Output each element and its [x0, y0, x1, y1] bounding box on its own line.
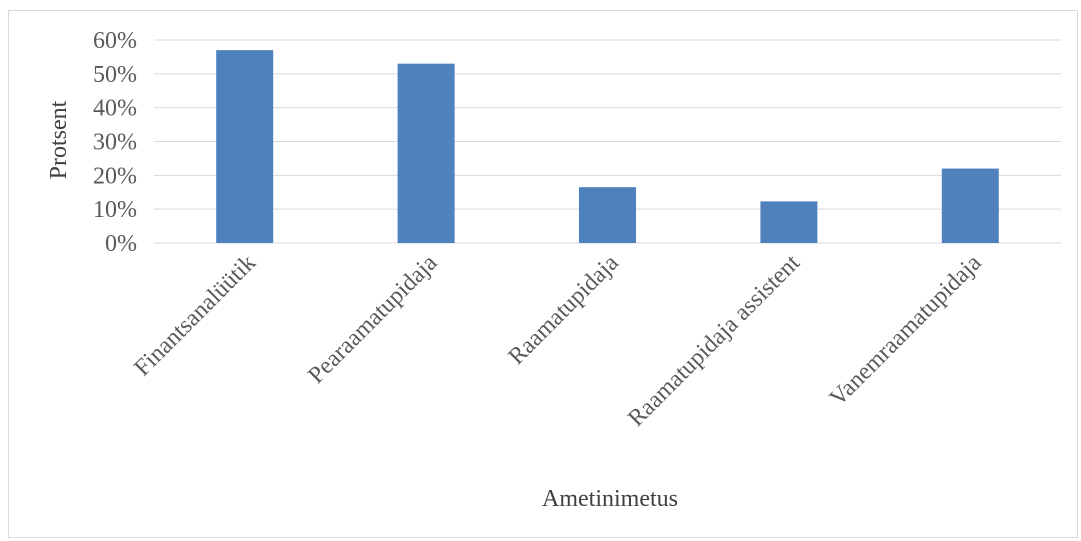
- y-axis-ticks: 0% 10% 20% 30% 40% 50% 60%: [93, 28, 137, 257]
- bar: [941, 168, 999, 243]
- chart-frame: [8, 10, 1078, 538]
- x-tick-label: Finantsanalüütik: [129, 250, 261, 382]
- y-tick-label: 0%: [105, 231, 137, 257]
- x-tick-label: Vanemraamatupidaja: [825, 250, 987, 412]
- bar: [397, 63, 455, 243]
- y-tick-label: 50%: [93, 62, 137, 88]
- y-tick-label: 60%: [93, 28, 137, 54]
- x-axis-ticks: Finantsanalüütik Pearaamatupidaja Raamatup…: [129, 250, 986, 432]
- y-axis-title: Protsent: [46, 100, 72, 179]
- x-tick-label: Raamatupidaja: [504, 250, 624, 370]
- y-tick-label: 10%: [93, 197, 137, 223]
- x-axis-title: Ametinimetus: [542, 486, 678, 512]
- gridlines: [154, 39, 1061, 244]
- y-tick-label: 30%: [93, 130, 137, 156]
- bars: [216, 50, 999, 244]
- y-tick-label: 20%: [93, 163, 137, 189]
- y-tick-label: 40%: [93, 96, 137, 122]
- x-tick-label: Pearaamatupidaja: [303, 250, 442, 389]
- bar: [579, 187, 636, 243]
- bar: [216, 50, 274, 244]
- bar: [760, 201, 818, 243]
- x-tick-label: Raamatupidaja assistent: [623, 250, 805, 432]
